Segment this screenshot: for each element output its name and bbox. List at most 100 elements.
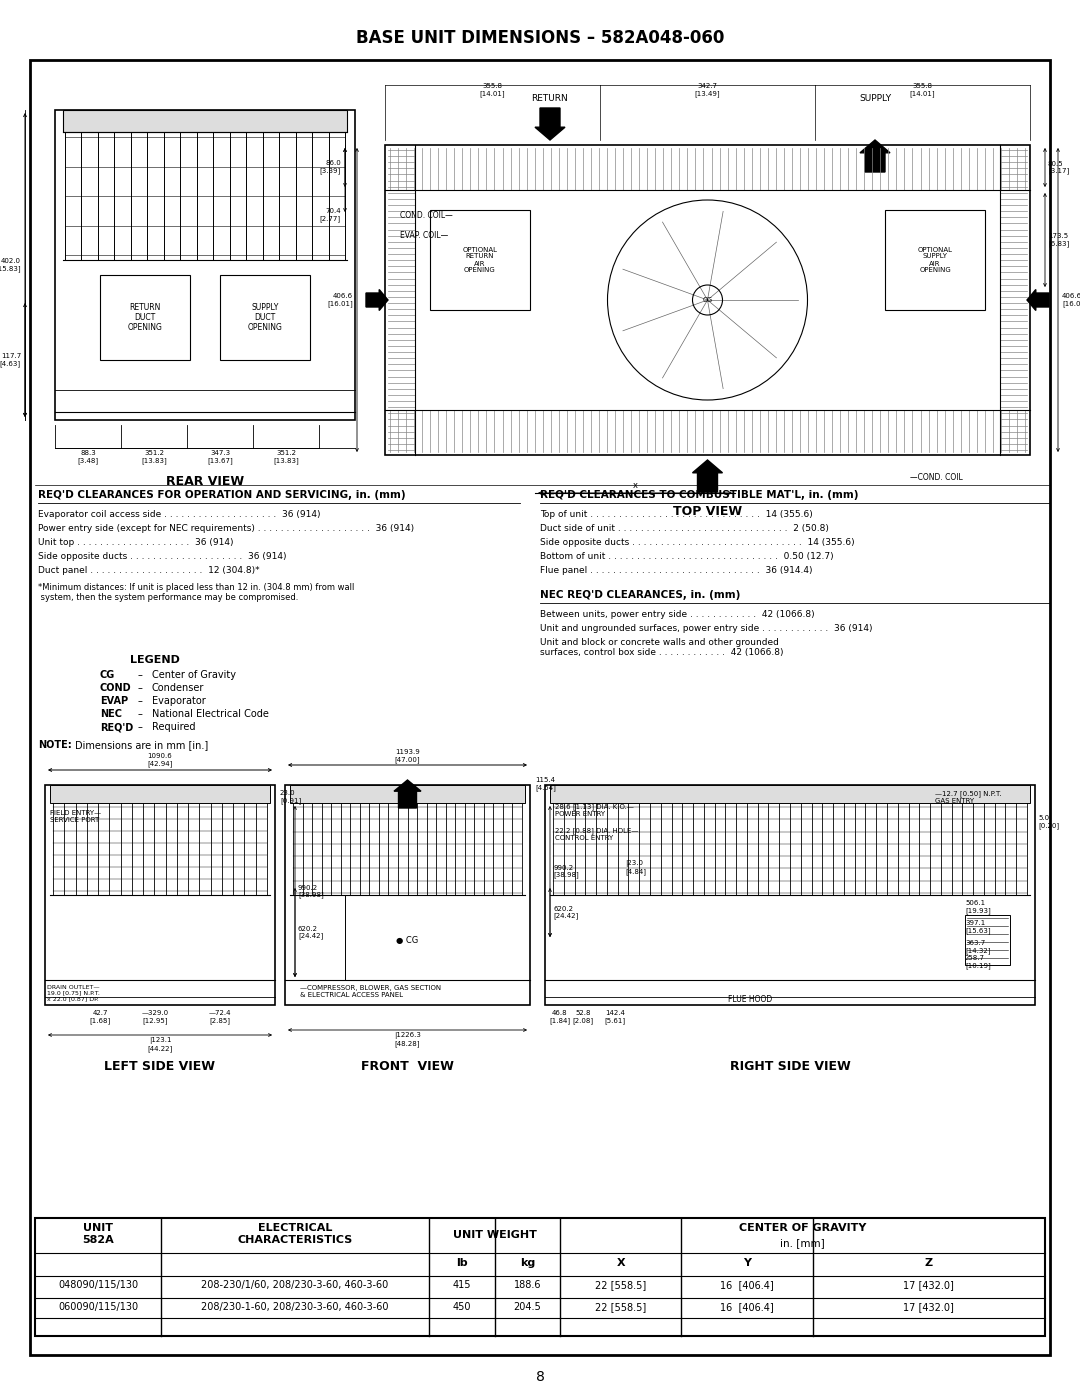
Bar xyxy=(384,145,1030,455)
Text: |123.1
[44.22]: |123.1 [44.22] xyxy=(147,1037,173,1052)
Text: —COND. COIL: —COND. COIL xyxy=(910,474,962,482)
Text: —329.0
[12.95]: —329.0 [12.95] xyxy=(141,1010,168,1024)
Bar xyxy=(45,785,275,1004)
Text: 620.2
[24.42]: 620.2 [24.42] xyxy=(553,905,578,919)
Text: RETURN
DUCT
OPENING: RETURN DUCT OPENING xyxy=(127,303,162,332)
Text: Between units, power entry side . . . . . . . . . . . .  42 (1066.8): Between units, power entry side . . . . … xyxy=(540,610,814,619)
Text: ELECTRICAL
CHARACTERISTICS: ELECTRICAL CHARACTERISTICS xyxy=(238,1222,353,1245)
Text: 208-230/1/60, 208/230-3-60, 460-3-60: 208-230/1/60, 208/230-3-60, 460-3-60 xyxy=(202,1280,389,1289)
Text: Unit top . . . . . . . . . . . . . . . . . . . .  36 (914): Unit top . . . . . . . . . . . . . . . .… xyxy=(38,538,233,548)
Text: CENTER OF GRAVITY: CENTER OF GRAVITY xyxy=(739,1222,866,1234)
Text: Condenser: Condenser xyxy=(152,683,204,693)
Text: 990.2
[38.98]: 990.2 [38.98] xyxy=(553,865,579,879)
Text: 351.2
[13.83]: 351.2 [13.83] xyxy=(141,450,167,464)
Text: CG: CG xyxy=(100,671,116,680)
Text: 1090.6
[42.94]: 1090.6 [42.94] xyxy=(147,753,173,767)
Text: 415: 415 xyxy=(453,1280,471,1289)
Text: Dimensions are in mm [in.]: Dimensions are in mm [in.] xyxy=(75,740,208,750)
Text: UNIT
582A: UNIT 582A xyxy=(82,1222,114,1245)
Bar xyxy=(291,785,525,803)
Text: 188.6: 188.6 xyxy=(514,1280,541,1289)
Text: X: X xyxy=(617,1259,625,1268)
Text: –: – xyxy=(137,671,143,680)
Text: FRONT  VIEW: FRONT VIEW xyxy=(361,1060,454,1073)
Text: 397.1
[15.63]: 397.1 [15.63] xyxy=(966,921,990,933)
Text: 23.0
[0.91]: 23.0 [0.91] xyxy=(280,789,301,803)
Text: SUPPLY: SUPPLY xyxy=(859,94,891,103)
Text: 88.3
[3.48]: 88.3 [3.48] xyxy=(78,450,98,464)
Text: 80.5
[3.17]: 80.5 [3.17] xyxy=(1048,161,1069,175)
Bar xyxy=(430,210,530,310)
Bar xyxy=(63,110,347,131)
Bar xyxy=(550,785,1030,803)
Text: Duct panel . . . . . . . . . . . . . . . . . . . .  12 (304.8)*: Duct panel . . . . . . . . . . . . . . .… xyxy=(38,566,259,576)
Text: 46.8
[1.84]: 46.8 [1.84] xyxy=(550,1010,570,1024)
Text: –: – xyxy=(137,710,143,719)
Text: Bottom of unit . . . . . . . . . . . . . . . . . . . . . . . . . . . . . .  0.50: Bottom of unit . . . . . . . . . . . . .… xyxy=(540,552,834,562)
Text: 060090/115/130: 060090/115/130 xyxy=(58,1302,138,1312)
Text: Unit and ungrounded surfaces, power entry side . . . . . . . . . . . .  36 (914): Unit and ungrounded surfaces, power entr… xyxy=(540,624,873,633)
Text: SUPPLY
DUCT
OPENING: SUPPLY DUCT OPENING xyxy=(247,303,283,332)
Text: FLUE HOOD: FLUE HOOD xyxy=(728,995,772,1004)
Text: EVAP: EVAP xyxy=(100,696,129,705)
Text: REAR VIEW: REAR VIEW xyxy=(166,475,244,488)
Text: Required: Required xyxy=(152,722,195,732)
Bar xyxy=(50,785,270,803)
Text: in. [mm]: in. [mm] xyxy=(780,1238,825,1248)
Text: lb: lb xyxy=(456,1259,468,1268)
Bar xyxy=(35,1218,1045,1336)
Text: 342.7
[13.49]: 342.7 [13.49] xyxy=(694,82,720,96)
Text: COND: COND xyxy=(100,683,132,693)
Text: FIELD ENTRY—
SERVICE PORT: FIELD ENTRY— SERVICE PORT xyxy=(50,810,102,823)
Text: Center of Gravity: Center of Gravity xyxy=(152,671,237,680)
Text: 351.2
[13.83]: 351.2 [13.83] xyxy=(273,450,299,464)
Bar xyxy=(285,785,530,1004)
Polygon shape xyxy=(692,460,723,492)
Text: 1193.9
[47.00]: 1193.9 [47.00] xyxy=(394,749,420,763)
Text: TOP VIEW: TOP VIEW xyxy=(673,504,742,518)
Text: BASE UNIT DIMENSIONS – 582A048-060: BASE UNIT DIMENSIONS – 582A048-060 xyxy=(355,29,725,47)
Text: 22 [558.5]: 22 [558.5] xyxy=(595,1302,647,1312)
Text: 204.5: 204.5 xyxy=(513,1302,541,1312)
Text: 42.7
[1.68]: 42.7 [1.68] xyxy=(90,1010,110,1024)
Text: –: – xyxy=(137,696,143,705)
Text: Z: Z xyxy=(924,1259,933,1268)
Polygon shape xyxy=(1027,289,1049,310)
Text: Evaporator: Evaporator xyxy=(152,696,206,705)
Text: *Minimum distances: If unit is placed less than 12 in. (304.8 mm) from wall
 sys: *Minimum distances: If unit is placed le… xyxy=(38,583,354,602)
Circle shape xyxy=(692,285,723,314)
Text: NEC: NEC xyxy=(100,710,122,719)
Text: 8: 8 xyxy=(536,1370,544,1384)
Text: 52.8
[2.08]: 52.8 [2.08] xyxy=(572,1010,594,1024)
Text: RETURN: RETURN xyxy=(531,94,568,103)
Text: NEC REQ'D CLEARANCES, in. (mm): NEC REQ'D CLEARANCES, in. (mm) xyxy=(540,590,741,599)
Bar xyxy=(220,275,310,360)
Text: RIGHT SIDE VIEW: RIGHT SIDE VIEW xyxy=(730,1060,850,1073)
Text: 117.7
[4.63]: 117.7 [4.63] xyxy=(0,353,21,367)
Text: REQ'D: REQ'D xyxy=(100,722,133,732)
Text: —12.7 [0.50] N.P.T.
GAS ENTRY: —12.7 [0.50] N.P.T. GAS ENTRY xyxy=(935,789,1001,803)
Text: Duct side of unit . . . . . . . . . . . . . . . . . . . . . . . . . . . . . .  2: Duct side of unit . . . . . . . . . . . … xyxy=(540,524,828,534)
Polygon shape xyxy=(366,289,388,310)
Text: 5.0
[0.20]: 5.0 [0.20] xyxy=(1038,814,1059,828)
Bar xyxy=(545,785,1035,1004)
Text: 115.4
[4.54]: 115.4 [4.54] xyxy=(535,777,556,791)
Text: 16  [406.4]: 16 [406.4] xyxy=(720,1302,774,1312)
Text: 17 [432.0]: 17 [432.0] xyxy=(903,1280,955,1289)
Text: REQ'D CLEARANCES FOR OPERATION AND SERVICING, in. (mm): REQ'D CLEARANCES FOR OPERATION AND SERVI… xyxy=(38,490,406,500)
Text: Flue panel . . . . . . . . . . . . . . . . . . . . . . . . . . . . . .  36 (914.: Flue panel . . . . . . . . . . . . . . .… xyxy=(540,566,812,576)
Text: Top of unit . . . . . . . . . . . . . . . . . . . . . . . . . . . . . .  14 (355: Top of unit . . . . . . . . . . . . . . … xyxy=(540,510,813,520)
Text: 506.1
[19.93]: 506.1 [19.93] xyxy=(966,900,990,914)
Text: Y: Y xyxy=(743,1259,751,1268)
Polygon shape xyxy=(860,140,890,172)
Text: Evaporator coil access side . . . . . . . . . . . . . . . . . . . .  36 (914): Evaporator coil access side . . . . . . … xyxy=(38,510,321,520)
Text: COND. COIL—: COND. COIL— xyxy=(400,211,453,219)
Text: 16  [406.4]: 16 [406.4] xyxy=(720,1280,774,1289)
Text: 347.3
[13.67]: 347.3 [13.67] xyxy=(207,450,233,464)
Text: —72.4
[2.85]: —72.4 [2.85] xyxy=(208,1010,231,1024)
Text: UNIT WEIGHT: UNIT WEIGHT xyxy=(453,1229,537,1241)
Text: Power entry side (except for NEC requirements) . . . . . . . . . . . . . . . . .: Power entry side (except for NEC require… xyxy=(38,524,414,534)
Text: 406.6
[16.01]: 406.6 [16.01] xyxy=(327,293,353,307)
Text: –: – xyxy=(137,722,143,732)
Text: 28.6 [1.13] DIA. K.O.—
POWER ENTRY: 28.6 [1.13] DIA. K.O.— POWER ENTRY xyxy=(555,803,634,817)
